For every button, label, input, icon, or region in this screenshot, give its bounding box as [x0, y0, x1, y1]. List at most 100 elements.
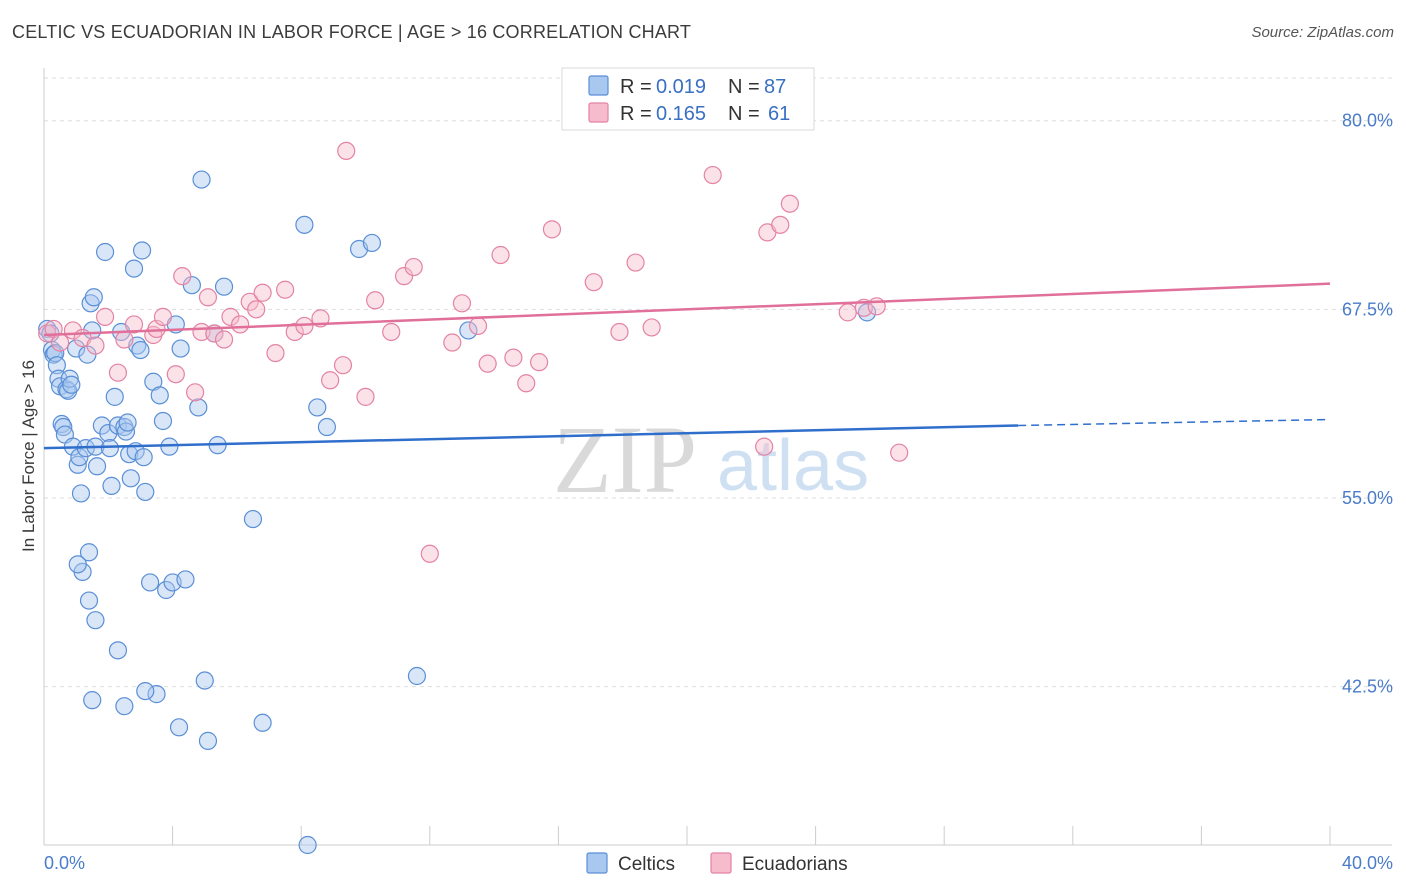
celtics-point	[169, 718, 189, 737]
y-tick-label: 55.0%	[1342, 488, 1393, 508]
ecuadorians-point	[642, 318, 661, 337]
legend-celtics-r-value: 0.019	[656, 76, 706, 98]
celtics-point	[147, 685, 166, 704]
ecuadorians-point	[890, 443, 909, 462]
ecuadorians-point	[186, 383, 205, 402]
ecuadorians-point	[321, 371, 340, 390]
ecuadorians-point	[491, 245, 510, 265]
source-label: Source: ZipAtlas.com	[1251, 24, 1394, 41]
y-axis-label: In Labor Force | Age > 16	[19, 360, 38, 552]
axes	[43, 68, 1392, 846]
celtics-point	[105, 387, 124, 406]
ecuadorians-point	[253, 283, 272, 302]
y-tick-label: 67.5%	[1342, 299, 1393, 319]
x-tick-label-min: 0.0%	[44, 853, 85, 873]
ecuadorians-point	[337, 141, 356, 161]
ecuadorians-point	[530, 353, 549, 372]
ecuadorians-trend-line	[43, 282, 1331, 337]
celtics-point	[198, 731, 218, 750]
celtics-point	[124, 259, 144, 278]
trend-lines	[43, 282, 1331, 450]
celtics-point	[153, 411, 173, 431]
ecuadorians-point	[382, 322, 401, 342]
ecuadorians-point	[703, 165, 722, 185]
ecuadorians-point	[285, 322, 304, 342]
celtics-point	[131, 340, 150, 360]
celtics-point	[84, 288, 103, 307]
celtics-point	[192, 170, 211, 189]
ecuadorians-point	[443, 333, 462, 352]
celtics-point	[407, 666, 427, 686]
ecuadorians-point	[755, 437, 774, 456]
ecuadorians-point	[452, 294, 472, 313]
celtics-point	[136, 482, 155, 502]
ecuadorians-point	[115, 330, 134, 349]
celtics-point	[52, 414, 71, 434]
series-legend: Celtics Ecuadorians	[586, 852, 848, 875]
legend-celtics-swatch	[588, 75, 609, 96]
watermark-atlas: atlas	[717, 426, 869, 506]
ecuadorians-point	[838, 303, 857, 322]
celtics-point	[95, 242, 115, 262]
celtics-point	[108, 641, 128, 660]
legend-celtics-n-label: N =	[728, 76, 760, 98]
ecuadorians-point	[542, 220, 562, 239]
ecuadorians-point	[95, 307, 115, 326]
celtics-point	[86, 611, 105, 630]
watermark-zip: ZIP	[553, 406, 697, 513]
ecuadorians-point	[50, 333, 70, 352]
celtics-point	[92, 416, 111, 435]
celtics-point	[195, 671, 214, 690]
celtics-point	[140, 573, 160, 592]
celtics-point	[150, 386, 169, 405]
ecuadorians-point	[394, 267, 414, 286]
ecuadorians-point	[173, 267, 192, 286]
celtics-point	[132, 241, 152, 260]
celtics-point	[176, 570, 195, 589]
celtics-point	[102, 476, 121, 495]
ecuadorians-point	[610, 322, 629, 342]
celtics-point	[60, 369, 79, 388]
ecuadorians-point	[153, 307, 173, 326]
celtics-point	[68, 455, 87, 474]
ecuadorians-point	[478, 354, 497, 373]
celtics-point	[121, 469, 140, 488]
x-tick-label-max: 40.0%	[1342, 853, 1393, 873]
celtics-point	[87, 457, 107, 476]
celtics-point	[160, 437, 179, 456]
celtics-point	[243, 509, 263, 529]
y-tick-label: 42.5%	[1342, 677, 1393, 697]
celtics-point	[79, 591, 99, 610]
celtics-point	[136, 681, 155, 701]
ecuadorians-point	[333, 356, 353, 375]
ecuadorians-point	[468, 316, 488, 336]
celtics-point	[298, 835, 317, 855]
legend-celtics-n-value: 87	[764, 76, 786, 98]
series-legend-celtics-label: Celtics	[618, 854, 675, 875]
celtics-point	[62, 375, 81, 394]
legend-ecuadorians-r-value: 0.165	[656, 103, 706, 125]
ecuadorians-point	[240, 292, 259, 311]
celtics-point	[67, 339, 86, 358]
ecuadorians-point	[221, 307, 240, 326]
ecuadorians-point	[771, 215, 790, 234]
ecuadorians-point	[266, 343, 285, 363]
celtics-point	[317, 417, 337, 437]
celtics-point	[79, 543, 99, 562]
legend-celtics-r-label: R =	[620, 76, 652, 98]
y-tick-label: 80.0%	[1342, 111, 1393, 131]
celtics-point	[47, 356, 66, 375]
x-ticks	[43, 826, 1331, 845]
correlation-legend: R = 0.019 N = 87 R = 0.165 N = 61	[561, 67, 815, 131]
ecuadorians-point	[504, 348, 523, 367]
celtics-point	[70, 448, 89, 467]
series-legend-ecuadorians-swatch	[710, 852, 732, 874]
celtics-point	[171, 339, 190, 358]
ecuadorians-point	[780, 194, 799, 213]
x-tick-labels: 0.0% 40.0%	[44, 853, 1393, 873]
ecuadorians-point	[247, 300, 266, 319]
ecuadorians-point	[124, 315, 144, 334]
celtics-point	[295, 215, 314, 234]
ecuadorians-point	[420, 544, 439, 563]
